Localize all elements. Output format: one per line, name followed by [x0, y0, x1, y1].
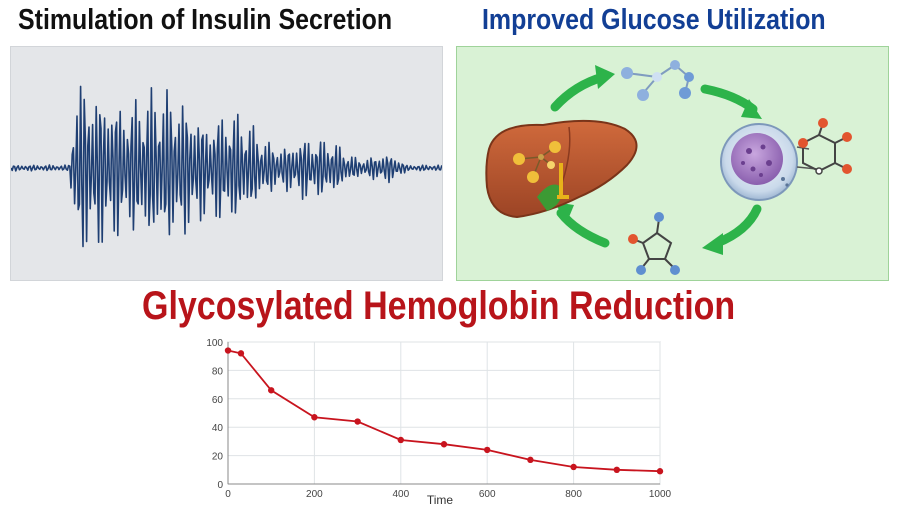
data-point — [440, 441, 448, 448]
insulin-waveform-panel — [10, 46, 443, 281]
x-axis-label: Time — [427, 493, 454, 506]
glucose-cycle-panel — [456, 46, 889, 281]
glucose-panel-title: Improved Glucose Utilization — [482, 4, 826, 36]
series-line — [227, 349, 661, 473]
data-point — [311, 414, 318, 421]
x-tick-label: 600 — [479, 489, 496, 500]
waveform-icon — [11, 85, 442, 248]
y-tick-label: 20 — [212, 452, 224, 463]
data-point — [570, 463, 577, 471]
liver-icon — [485, 119, 638, 219]
data-point — [484, 446, 491, 454]
hba1c-panel-title: Glycosylated Hemoglobin Reduction — [142, 284, 736, 328]
hba1c-line-chart: 0 20 40 60 80 100 0 200 400 600 800 1000 Time — [190, 330, 680, 506]
x-tick-label: 400 — [392, 489, 409, 500]
data-point — [237, 350, 245, 357]
molecule-icon — [796, 118, 852, 175]
y-tick-label: 80 — [212, 366, 224, 377]
y-tick-label: 100 — [206, 338, 223, 349]
data-point — [224, 347, 232, 354]
x-tick-label: 1000 — [649, 489, 672, 500]
data-point — [656, 468, 664, 475]
data-point — [613, 466, 620, 473]
data-point — [527, 456, 534, 464]
insulin-waveform-line — [11, 85, 442, 248]
cell-icon — [720, 123, 798, 201]
plot-area — [227, 341, 661, 485]
y-tick-label: 60 — [212, 395, 224, 406]
molecule-icon — [628, 212, 680, 275]
x-tick-label: 200 — [306, 489, 323, 500]
data-point — [397, 436, 404, 444]
x-tick-label: 800 — [565, 489, 582, 500]
data-point — [354, 418, 361, 425]
molecule-icon — [621, 60, 694, 101]
y-tick-label: 40 — [212, 423, 224, 434]
x-tick-label: 0 — [225, 489, 231, 500]
data-point — [268, 387, 275, 394]
y-tick-label: 0 — [217, 480, 223, 491]
insulin-panel-title: Stimulation of Insulin Secretion — [18, 4, 393, 36]
